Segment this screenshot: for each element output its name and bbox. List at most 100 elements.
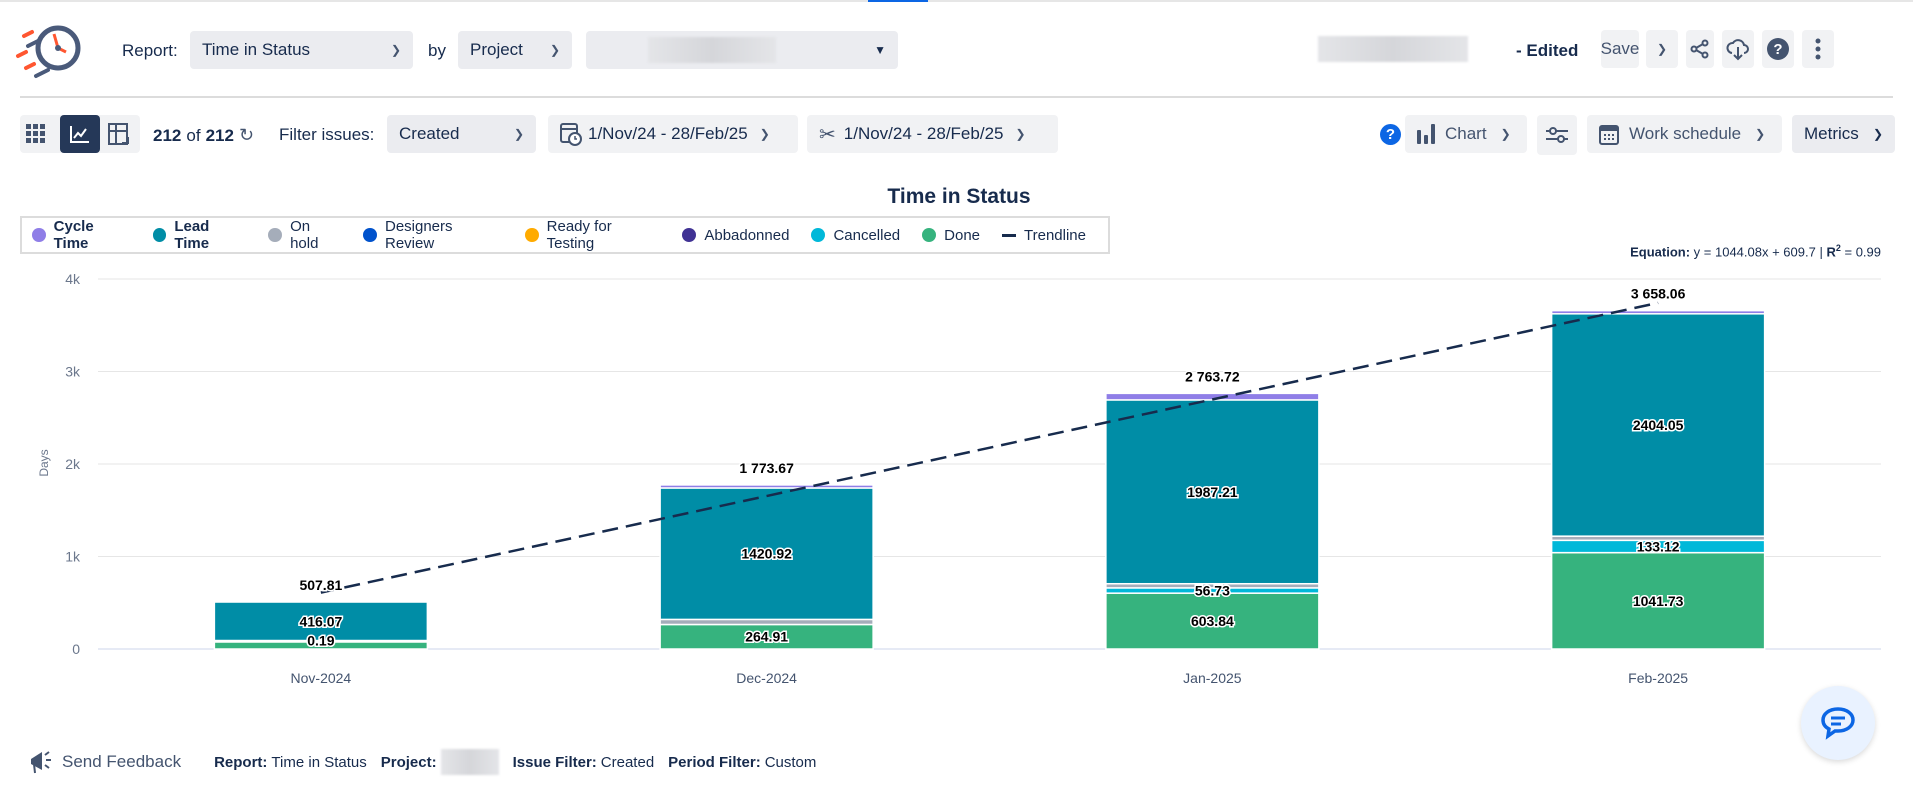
help-button[interactable]: ? xyxy=(1762,30,1794,68)
legend-label: Lead Time xyxy=(174,218,210,252)
scissors-icon: ✂ xyxy=(819,123,836,146)
y-tick-label: 1k xyxy=(65,549,81,565)
issue-count-shown: 212 xyxy=(153,125,182,145)
bar-segment-lead-time xyxy=(1550,313,1766,537)
chat-button[interactable] xyxy=(1801,686,1875,760)
project-select[interactable]: ▼ xyxy=(586,31,898,69)
save-options-button[interactable]: ❯ xyxy=(1646,30,1678,68)
line-chart-icon xyxy=(70,126,89,143)
group-by-select[interactable]: Project ❯ xyxy=(458,31,572,69)
chart-legend: Cycle Time Lead Time On hold Designers Revi… xyxy=(20,216,1110,254)
bar-chart-icon xyxy=(1417,124,1435,144)
legend-item-done[interactable]: Done xyxy=(922,227,980,244)
report-type-select[interactable]: Time in Status ❯ xyxy=(190,31,413,69)
footer-bar: Send Feedback Report: Time in Status Proj… xyxy=(28,749,816,775)
filter-issues-select[interactable]: Created ❯ xyxy=(387,115,536,153)
chevron-down-icon: ❯ xyxy=(549,43,560,57)
grid-view-button[interactable] xyxy=(26,124,46,149)
bar-segment-done xyxy=(1105,592,1320,650)
by-label: by xyxy=(428,41,446,60)
bar-segment-done xyxy=(1550,551,1766,650)
export-button[interactable] xyxy=(1722,30,1754,68)
total-label: 1 773.67 xyxy=(739,460,794,476)
y-tick-label: 3k xyxy=(65,364,81,380)
period-date-range-select[interactable]: ✂ 1/Nov/24 - 28/Feb/25 ❯ xyxy=(807,115,1058,153)
data-label: 0.19 xyxy=(307,633,334,649)
legend-swatch xyxy=(1002,233,1017,237)
table-view-button[interactable] xyxy=(108,123,132,152)
project-value-redacted xyxy=(648,37,776,63)
x-tick-label: Jan-2025 xyxy=(1183,670,1242,686)
footer-report-value: Time in Status xyxy=(271,753,367,771)
y-axis-label: Days xyxy=(37,449,51,476)
chart-type-select[interactable]: Chart ❯ xyxy=(1405,115,1527,153)
created-date-range-value: 1/Nov/24 - 28/Feb/25 xyxy=(588,124,748,143)
legend-label: Designers Review xyxy=(384,218,453,252)
created-date-range-select[interactable]: 1/Nov/24 - 28/Feb/25 ❯ xyxy=(548,115,798,153)
report-name-redacted xyxy=(1318,36,1468,62)
edited-indicator: - Edited xyxy=(1516,41,1579,60)
r-squared-sup: 2 xyxy=(1835,243,1841,253)
send-feedback-button[interactable]: Send Feedback xyxy=(28,749,181,775)
chart-title: Time in Status xyxy=(887,185,1031,208)
legend-swatch xyxy=(811,228,826,242)
chevron-down-icon: ❯ xyxy=(513,127,524,141)
legend-item-designers-review[interactable]: Designers Review xyxy=(363,218,503,252)
issue-count: 212 of 212 ↻ xyxy=(153,125,254,146)
x-tick-label: Nov-2024 xyxy=(291,670,352,686)
legend-label: Cycle Time xyxy=(53,218,94,252)
legend-item-abbadonned[interactable]: Abbadonned xyxy=(682,227,789,244)
issue-count-of: of xyxy=(186,125,201,145)
chevron-down-icon: ❯ xyxy=(1872,127,1883,141)
chevron-down-icon: ❯ xyxy=(1015,127,1026,141)
legend-swatch xyxy=(152,228,167,242)
refresh-icon[interactable]: ↻ xyxy=(238,125,255,145)
bar-segment-cycle-time xyxy=(1550,309,1766,315)
legend-label: On hold xyxy=(290,218,319,252)
legend-swatch xyxy=(32,228,46,242)
help-icon[interactable]: ? xyxy=(1380,124,1401,145)
data-label: 603.84 xyxy=(1191,613,1234,629)
more-options-button[interactable] xyxy=(1802,30,1834,68)
legend-item-lead-time[interactable]: Lead Time xyxy=(152,218,247,252)
send-feedback-label: Send Feedback xyxy=(62,752,182,771)
calendar-clock-icon xyxy=(560,123,582,146)
legend-label: Ready for Testing xyxy=(546,218,612,252)
bar-segment-lead-time xyxy=(213,601,429,642)
legend-item-cancelled[interactable]: Cancelled xyxy=(811,227,900,244)
issue-count-total: 212 xyxy=(205,125,234,145)
active-tab-indicator xyxy=(868,0,928,2)
chart-view-button[interactable] xyxy=(60,115,100,153)
legend-swatch xyxy=(363,228,377,242)
metrics-select[interactable]: Metrics ❯ xyxy=(1792,115,1895,153)
bar-segment-cycle-time xyxy=(659,484,874,489)
legend-label: Abbadonned xyxy=(704,226,790,244)
r-squared-value: = 0.99 xyxy=(1844,244,1881,260)
y-tick-label: 4k xyxy=(65,271,81,287)
footer-report-key: Report: xyxy=(214,753,268,771)
share-icon xyxy=(1690,39,1709,59)
legend-swatch xyxy=(922,228,937,242)
footer-project-key: Project: xyxy=(380,753,437,771)
save-button[interactable]: Save xyxy=(1601,30,1639,68)
chevron-down-icon: ❯ xyxy=(390,43,401,57)
grid-icon xyxy=(26,124,45,143)
header-divider xyxy=(20,96,1893,98)
chart-settings-button[interactable] xyxy=(1537,115,1577,155)
footer-period-filter-key: Period Filter: xyxy=(668,753,761,771)
stacked-bar-chart: 0 1k 2k 3k 4k Days Nov-2024 0.19 416.07 Dec-2024 2… xyxy=(37,271,1881,686)
chevron-down-icon: ❯ xyxy=(1755,127,1766,141)
app-logo-icon xyxy=(16,25,81,78)
data-label: 1987.21 xyxy=(1187,484,1238,500)
svg-text:?: ? xyxy=(1773,41,1782,58)
legend-item-trendline[interactable]: Trendline xyxy=(1002,227,1086,244)
data-label: 56.73 xyxy=(1195,583,1230,599)
legend-item-on-hold[interactable]: On hold xyxy=(268,218,341,252)
footer-period-filter-value: Custom xyxy=(764,753,817,771)
trendline-equation: Equation: y = 1044.08x + 609.7 | R2 = 0.… xyxy=(1630,243,1881,259)
report-type-value: Time in Status xyxy=(202,40,311,59)
work-schedule-select[interactable]: Work schedule ❯ xyxy=(1587,115,1782,153)
legend-item-ready-for-testing[interactable]: Ready for Testing xyxy=(524,218,660,252)
legend-item-cycle-time[interactable]: Cycle Time xyxy=(32,218,131,252)
share-button[interactable] xyxy=(1686,30,1714,68)
